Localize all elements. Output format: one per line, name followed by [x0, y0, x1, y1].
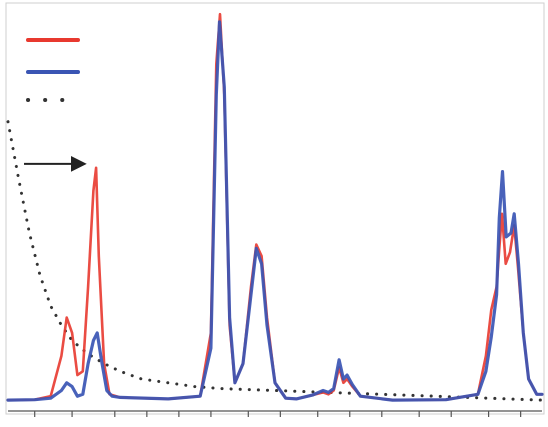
series-line-2 [6, 120, 544, 402]
legend [26, 38, 80, 102]
x-ticks [8, 410, 542, 417]
series-group [6, 12, 544, 402]
plot-frame [5, 2, 545, 415]
series-line-1 [6, 20, 544, 402]
